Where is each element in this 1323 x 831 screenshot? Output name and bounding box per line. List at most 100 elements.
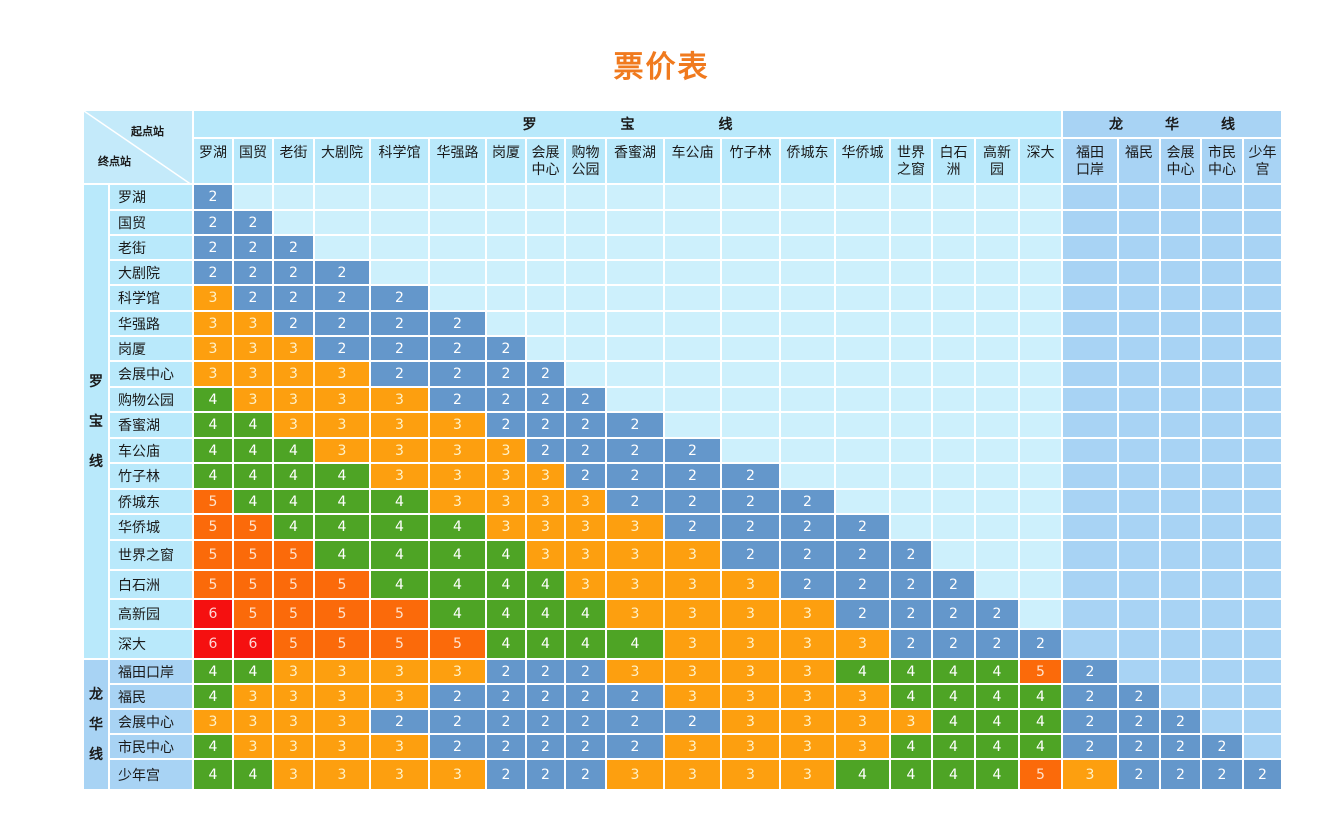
fare-cell: 2 <box>889 628 933 660</box>
fare-row: 岗厦 3 3 3 2 2 2 2 <box>83 335 1283 362</box>
empty-cell <box>1200 234 1244 261</box>
fare-cell: 4 <box>232 462 274 490</box>
empty-cell <box>1159 234 1202 261</box>
row-station-name: 罗湖 <box>108 183 194 211</box>
empty-cell <box>1159 183 1202 211</box>
fare-row: 香蜜湖 4 4 3 3 3 3 2 2 2 2 <box>83 411 1283 439</box>
empty-cell <box>889 513 933 541</box>
fare-cell: 5 <box>272 598 315 630</box>
fare-row: 老街 2 2 2 <box>83 234 1283 261</box>
fare-cell: 2 <box>428 386 487 413</box>
fare-cell: 3 <box>369 386 430 413</box>
empty-cell <box>1061 437 1119 464</box>
empty-cell <box>1117 658 1161 685</box>
fare-cell: 2 <box>1159 758 1202 791</box>
line-label-char: 罗 <box>89 373 103 390</box>
empty-cell <box>1159 462 1202 490</box>
fare-cell: 3 <box>779 598 836 630</box>
fare-cell: 3 <box>605 539 665 571</box>
empty-cell <box>1242 683 1283 710</box>
empty-cell <box>1117 539 1161 571</box>
fare-cell: 3 <box>313 658 371 685</box>
fare-cell: 2 <box>779 569 836 600</box>
empty-cell <box>889 259 933 286</box>
empty-cell <box>1242 437 1283 464</box>
empty-cell <box>1117 488 1161 515</box>
fare-cell: 3 <box>369 437 430 464</box>
empty-cell <box>1117 335 1161 362</box>
empty-cell <box>974 569 1020 600</box>
empty-cell <box>931 234 976 261</box>
fare-cell: 3 <box>272 708 315 735</box>
fare-row: 少年宫 4 4 3 3 3 3 2 2 2 3 3 3 3 4 4 4 4 5 3 2 2 2 2 <box>83 758 1283 791</box>
fare-cell: 3 <box>313 437 371 464</box>
fare-cell: 3 <box>720 628 781 660</box>
empty-cell <box>834 183 891 211</box>
fare-cell: 3 <box>369 411 430 439</box>
fare-cell: 3 <box>834 733 891 760</box>
row-station-name: 会展中心 <box>108 708 194 735</box>
fare-cell: 3 <box>663 733 722 760</box>
empty-cell <box>974 183 1020 211</box>
fare-cell: 2 <box>428 310 487 337</box>
empty-cell <box>1117 411 1161 439</box>
fare-cell: 5 <box>232 539 274 571</box>
fare-cell: 3 <box>313 758 371 791</box>
fare-cell: 4 <box>834 758 891 791</box>
fare-cell: 5 <box>192 513 234 541</box>
corner-header: 起点站 终点站 <box>82 109 194 185</box>
fare-cell: 3 <box>232 386 274 413</box>
empty-cell <box>525 209 566 236</box>
fare-cell: 2 <box>1061 683 1119 710</box>
fare-cell: 3 <box>889 708 933 735</box>
fare-cell: 3 <box>663 569 722 600</box>
line-label-longhua: 龙华线 <box>82 658 110 791</box>
empty-cell <box>1159 259 1202 286</box>
fare-cell: 5 <box>313 569 371 600</box>
fare-cell: 2 <box>272 310 315 337</box>
fare-cell: 2 <box>663 462 722 490</box>
fare-cell: 2 <box>564 437 607 464</box>
fare-cell: 2 <box>1242 758 1283 791</box>
fare-cell: 4 <box>313 462 371 490</box>
empty-cell <box>974 259 1020 286</box>
empty-cell <box>313 183 371 211</box>
column-header: 科学馆 <box>369 137 430 185</box>
fare-cell: 2 <box>605 708 665 735</box>
fare-cell: 2 <box>525 437 566 464</box>
fare-cell: 3 <box>369 733 430 760</box>
fare-cell: 2 <box>779 513 836 541</box>
empty-cell <box>720 360 781 388</box>
fare-cell: 4 <box>313 488 371 515</box>
fare-cell: 3 <box>779 733 836 760</box>
fare-cell: 2 <box>485 360 527 388</box>
empty-cell <box>1159 658 1202 685</box>
fare-cell: 3 <box>605 598 665 630</box>
fare-cell: 3 <box>485 513 527 541</box>
empty-cell <box>1200 539 1244 571</box>
empty-cell <box>1018 209 1063 236</box>
empty-cell <box>605 183 665 211</box>
fare-cell: 2 <box>485 411 527 439</box>
fare-cell: 4 <box>192 733 234 760</box>
column-header: 福田 口岸 <box>1061 137 1119 185</box>
fare-cell: 2 <box>564 733 607 760</box>
fare-cell: 5 <box>232 569 274 600</box>
empty-cell <box>931 488 976 515</box>
empty-cell <box>1018 411 1063 439</box>
fare-cell: 2 <box>369 360 430 388</box>
empty-cell <box>1242 513 1283 541</box>
fare-cell: 3 <box>313 683 371 710</box>
empty-cell <box>1018 183 1063 211</box>
empty-cell <box>1061 462 1119 490</box>
empty-cell <box>1242 708 1283 735</box>
empty-cell <box>1061 335 1119 362</box>
empty-cell <box>1200 284 1244 312</box>
empty-cell <box>1159 335 1202 362</box>
fare-row: 世界之窗 5 5 5 4 4 4 4 3 3 3 3 2 2 2 2 <box>83 539 1283 571</box>
empty-cell <box>663 284 722 312</box>
fare-cell: 3 <box>192 310 234 337</box>
empty-cell <box>779 209 836 236</box>
fare-cell: 3 <box>720 708 781 735</box>
empty-cell <box>834 462 891 490</box>
